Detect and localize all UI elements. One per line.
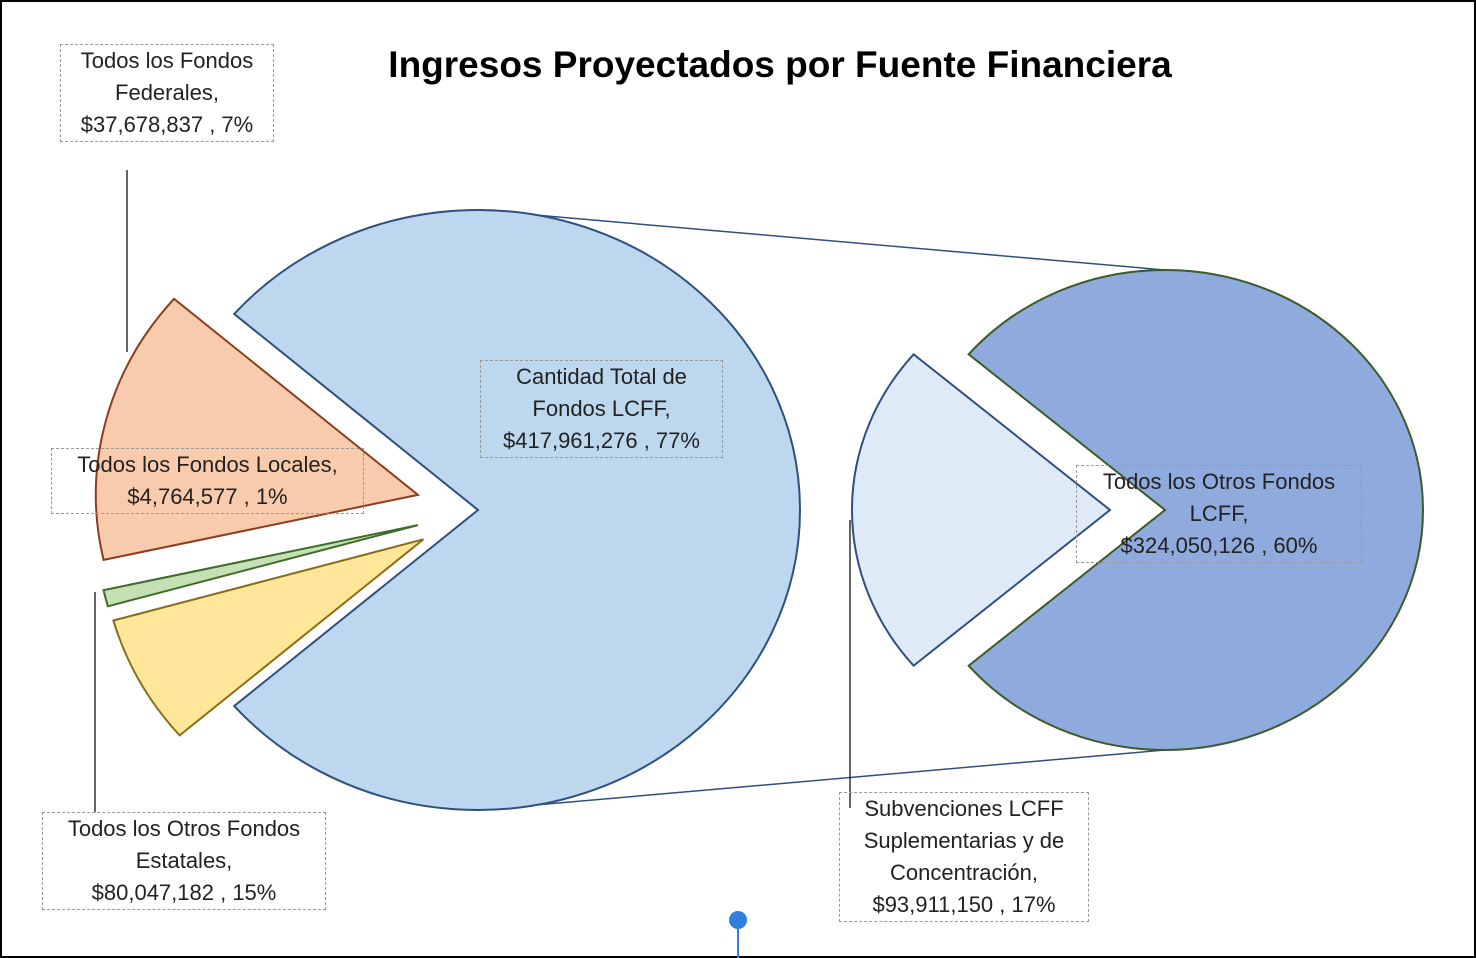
label-value: $37,678,837 , 7% <box>80 112 254 137</box>
data-label: Subvenciones LCFF Suplementarias y de Co… <box>839 792 1089 922</box>
label-name: Cantidad Total de Fondos LCFF, <box>516 364 687 421</box>
label-value: $80,047,182 , 15% <box>91 880 277 905</box>
data-label: Cantidad Total de Fondos LCFF, $417,961,2… <box>480 360 723 458</box>
label-name: Todos los Fondos Locales, <box>77 452 338 477</box>
data-label: Todos los Otros Fondos Estatales, $80,047… <box>42 812 326 910</box>
label-value: $417,961,276 , 77% <box>503 428 700 453</box>
label-name: Subvenciones LCFF Suplementarias y de Co… <box>863 796 1065 885</box>
data-label: Todos los Fondos Locales, $4,764,577 , 1% <box>51 448 364 514</box>
chart-title: Ingresos Proyectados por Fuente Financie… <box>388 44 1172 85</box>
pie-slice <box>967 269 1424 751</box>
pie-slice <box>850 352 1112 668</box>
label-name: Todos los Otros Fondos Estatales, <box>67 816 301 873</box>
label-name: Todos los Otros Fondos LCFF, <box>1102 469 1336 526</box>
label-name: Todos los Fondos Federales, <box>80 48 254 105</box>
pie-slice <box>102 524 419 608</box>
pie-slice <box>112 538 425 737</box>
data-label: Todos los Fondos Federales, $37,678,837 ,… <box>60 44 274 142</box>
connector-line <box>477 209 1166 271</box>
label-value: $4,764,577 , 1% <box>127 484 288 509</box>
data-label: Todos los Otros Fondos LCFF, $324,050,126… <box>1076 465 1362 563</box>
label-value: $324,050,126 , 60% <box>1120 533 1318 558</box>
icon <box>729 911 747 929</box>
label-value: $93,911,150 , 17% <box>872 892 1056 917</box>
pie-slice <box>94 297 421 562</box>
connector-line <box>477 749 1166 811</box>
